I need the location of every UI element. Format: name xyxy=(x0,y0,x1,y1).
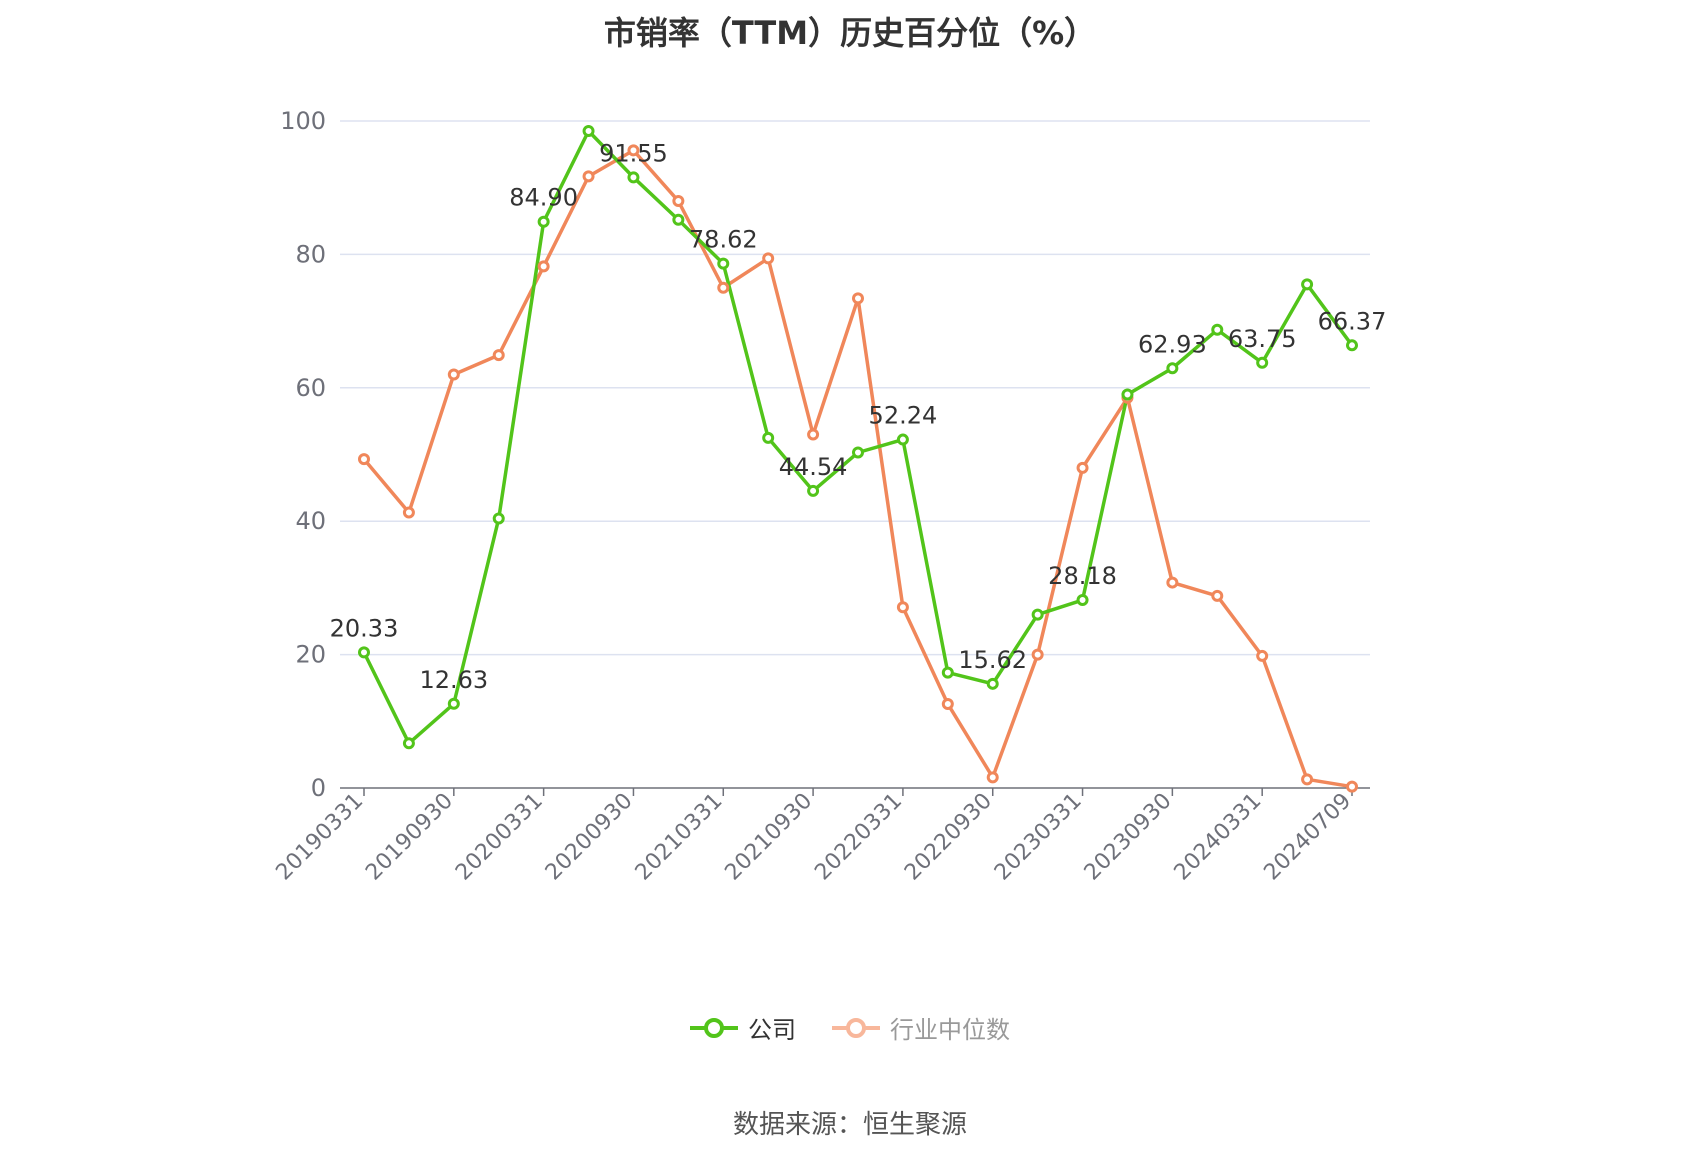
series-0-point xyxy=(1211,323,1224,336)
x-tick-label: 20240331 xyxy=(1170,789,1267,886)
series-1-point xyxy=(358,453,370,466)
series-0-point xyxy=(717,257,730,270)
series-1-point xyxy=(1301,773,1314,786)
x-tick-label: 20210930 xyxy=(720,789,817,886)
series-0-point xyxy=(941,666,954,679)
legend-industry-swatch-icon xyxy=(832,1017,880,1038)
series-0-point xyxy=(447,697,460,710)
data-label: 44.54 xyxy=(779,453,848,481)
series-0-point xyxy=(1346,339,1358,352)
legend-item-industry[interactable]: 行业中位数 xyxy=(832,1010,1010,1045)
legend: 公司 行业中位数 xyxy=(0,1010,1700,1045)
series-0-point xyxy=(1076,594,1089,607)
series-1-point xyxy=(807,428,820,441)
x-tick-label: 20210331 xyxy=(631,789,728,886)
series-0-point xyxy=(1256,356,1269,369)
series-1-point xyxy=(896,601,909,614)
x-tick-label: 20230930 xyxy=(1080,789,1177,886)
series-1-point xyxy=(627,144,640,157)
series-1-point xyxy=(941,697,954,710)
series-1-point xyxy=(582,170,595,183)
series-1-point xyxy=(1211,589,1224,602)
y-tick-label: 60 xyxy=(295,374,326,402)
series-0-point xyxy=(492,512,505,525)
series-line-0 xyxy=(362,129,1354,746)
series-1-point xyxy=(717,281,730,294)
series-1-point xyxy=(1031,648,1044,661)
series-0-point xyxy=(1121,388,1134,401)
source-note: 数据来源：恒生聚源 xyxy=(732,1110,967,1140)
series-0-point xyxy=(402,737,415,750)
y-tick-label: 80 xyxy=(295,240,326,268)
series-0-point xyxy=(582,125,595,138)
series-1-point xyxy=(447,368,460,381)
x-tick-label: 20220930 xyxy=(900,789,997,886)
series-0-point xyxy=(896,433,909,446)
x-tick-label: 20230331 xyxy=(990,789,1087,886)
data-label: 66.37 xyxy=(1318,307,1387,335)
x-tick-label: 20200930 xyxy=(541,789,638,886)
series-line-1 xyxy=(362,148,1353,789)
series-0-point xyxy=(1166,362,1179,375)
data-label: 78.62 xyxy=(689,226,758,254)
series-0-point xyxy=(762,431,775,444)
series-0-point xyxy=(807,484,820,497)
data-label: 91.55 xyxy=(599,139,668,167)
legend-industry-label: 行业中位数 xyxy=(890,1016,1010,1044)
series-1-point xyxy=(852,292,864,305)
x-tick-label: 20220331 xyxy=(810,789,907,886)
legend-company-label: 公司 xyxy=(748,1016,796,1044)
series-1-point xyxy=(762,252,775,265)
y-tick-label: 0 xyxy=(311,774,326,802)
data-label: 52.24 xyxy=(869,402,938,430)
data-label: 63.75 xyxy=(1228,325,1297,353)
x-tick-label: 20200331 xyxy=(451,789,548,886)
series-1-point xyxy=(986,771,999,784)
series-0-point xyxy=(1301,278,1314,291)
x-tick-label: 20240709 xyxy=(1259,789,1356,886)
y-tick-label: 20 xyxy=(295,641,326,669)
data-label: 20.33 xyxy=(330,614,399,642)
legend-item-company[interactable]: 公司 xyxy=(690,1010,796,1045)
y-tick-label: 100 xyxy=(280,107,326,135)
data-label: 62.93 xyxy=(1138,330,1207,358)
series-1-point xyxy=(402,506,415,519)
data-label: 84.90 xyxy=(509,184,578,212)
series-1-point xyxy=(492,349,505,362)
series-1-point xyxy=(672,195,685,208)
series-0-point xyxy=(672,213,685,226)
data-label: 15.62 xyxy=(958,646,1027,674)
series-1-point xyxy=(1166,576,1179,589)
series-0-point xyxy=(852,446,864,459)
series-0-point xyxy=(358,646,370,659)
series-1-point xyxy=(1346,780,1358,793)
x-tick-label: 20190331 xyxy=(271,789,368,886)
series-0-point xyxy=(986,677,999,690)
data-label: 28.18 xyxy=(1048,562,1117,590)
series-0-point xyxy=(627,171,640,184)
series-1-point xyxy=(1256,649,1269,662)
chart-title: 市销率（TTM）历史百分位（%） xyxy=(603,14,1097,52)
legend-company-swatch-icon xyxy=(690,1017,738,1038)
series-1-point xyxy=(1076,461,1089,474)
y-tick-label: 40 xyxy=(295,507,326,535)
series-0-point xyxy=(537,215,550,228)
data-label: 12.63 xyxy=(419,666,488,694)
series-0-point xyxy=(1031,608,1044,621)
series-1-point xyxy=(537,260,550,273)
x-tick-label: 20190930 xyxy=(361,789,458,886)
